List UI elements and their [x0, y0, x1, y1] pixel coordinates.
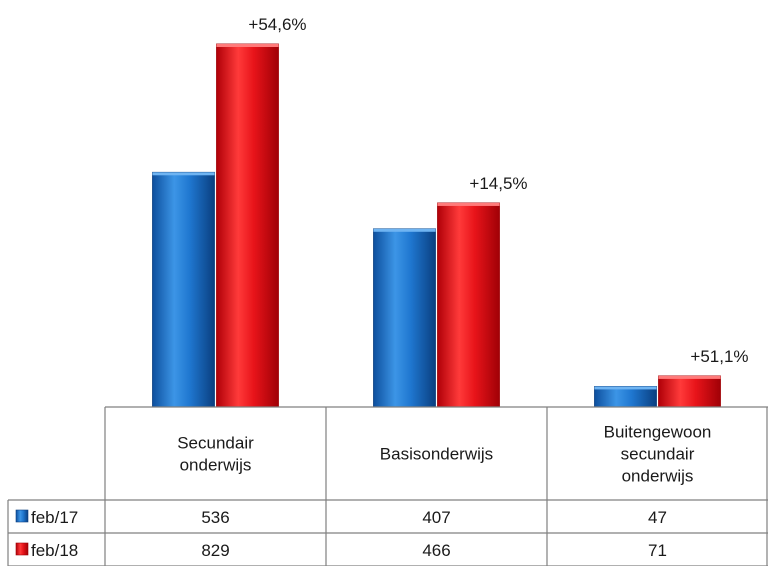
category-label: onderwijs	[180, 456, 252, 475]
annotation-label: +51,1%	[690, 347, 748, 366]
category-label: Secundair	[177, 434, 254, 453]
bar-top-highlight	[373, 228, 436, 232]
bar-feb-18-3	[658, 375, 721, 408]
bar-top-highlight	[437, 202, 500, 206]
bar-top-highlight	[216, 44, 279, 47]
annotation-label: +14,5%	[469, 174, 527, 193]
table-cell-value: 47	[648, 508, 667, 527]
category-label: onderwijs	[622, 467, 694, 486]
category-label: Buitengewoon	[604, 423, 712, 442]
data-table: Secundair onderwijs Basisonderwijs Buitenge…	[7, 406, 768, 566]
legend-key-feb-18	[15, 542, 29, 556]
category-label: secundair	[621, 445, 695, 464]
table-cell-value: 536	[201, 508, 229, 527]
bar-feb-18-1	[216, 43, 279, 408]
legend-key-feb-17	[15, 509, 29, 523]
annotations-layer: +54,6% +14,5% +51,1%	[248, 15, 748, 366]
bar-feb-17-1	[152, 171, 215, 408]
legend-label: feb/18	[31, 541, 78, 560]
table-cell-value: 407	[422, 508, 450, 527]
bar-feb-18-2	[437, 202, 500, 408]
bars-layer	[152, 43, 721, 408]
annotation-label: +54,6%	[248, 15, 306, 34]
bar-feb-17-2	[373, 228, 436, 408]
bar-top-highlight	[658, 375, 721, 379]
bar-top-highlight	[152, 172, 215, 176]
bar-feb-17-3	[594, 386, 657, 408]
table-cell-value: 71	[648, 541, 667, 560]
table-cell-value: 466	[422, 541, 450, 560]
table-cell-value: 829	[201, 541, 229, 560]
bar-top-highlight	[594, 386, 657, 390]
legend-label: feb/17	[31, 508, 78, 527]
category-label: Basisonderwijs	[380, 445, 493, 464]
